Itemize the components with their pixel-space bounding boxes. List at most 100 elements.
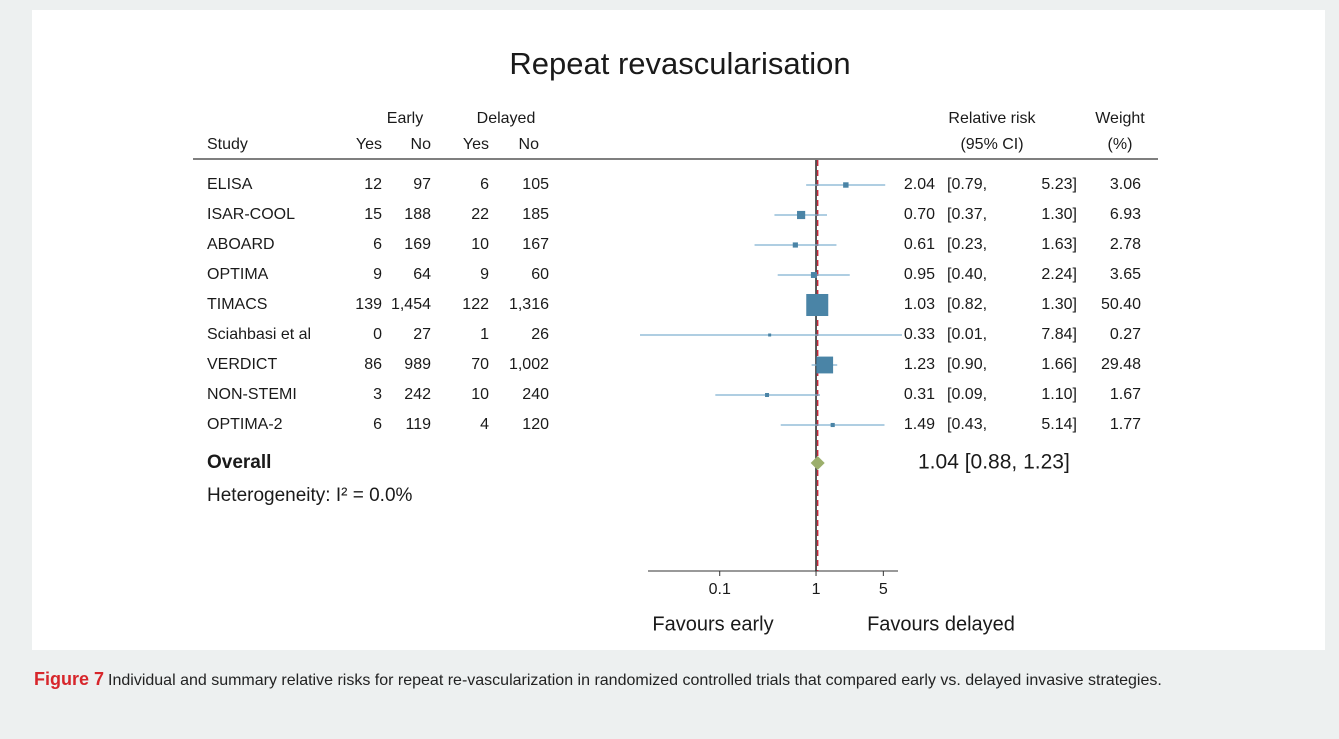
weight-label: 29.48 [1101, 356, 1141, 373]
study-name: NON-STEMI [207, 386, 297, 403]
ci-high-label: 1.66] [1041, 356, 1077, 373]
caption-label: Figure 7 [34, 669, 105, 689]
x-axis-label: Favours early [652, 613, 773, 635]
ci-high-label: 7.84] [1041, 326, 1077, 343]
ci-low-label: [0.09, [947, 386, 987, 403]
rr-label: 2.04 [904, 176, 935, 193]
rr-label: 1.23 [904, 356, 935, 373]
weight-label: 3.06 [1110, 176, 1141, 193]
ci-low-label: [0.79, [947, 176, 987, 193]
effect-marker [816, 356, 834, 374]
effect-marker [810, 272, 817, 278]
ci-low-label: [0.37, [947, 206, 987, 223]
study-name: VERDICT [207, 356, 277, 373]
weight-label: 6.93 [1110, 206, 1141, 223]
overall-diamond [810, 456, 825, 470]
study-name: ISAR-COOL [207, 206, 295, 223]
table-cell: 26 [531, 326, 549, 343]
column-header: No [519, 136, 540, 153]
ci-high-label: 1.30] [1041, 296, 1077, 313]
study-name: ELISA [207, 176, 253, 193]
table-cell: 989 [404, 356, 431, 373]
ci-high-label: 1.10] [1041, 386, 1077, 403]
rr-label: 0.70 [904, 206, 935, 223]
weight-label: 1.77 [1110, 416, 1141, 433]
table-cell: 242 [404, 386, 431, 403]
study-name: OPTIMA-2 [207, 416, 283, 433]
table-cell: 188 [404, 206, 431, 223]
table-cell: 60 [531, 266, 549, 283]
effect-marker [806, 293, 829, 317]
ci-low-label: [0.82, [947, 296, 987, 313]
study-name: Sciahbasi et al [207, 326, 311, 343]
weight-label: 2.78 [1110, 236, 1141, 253]
chart-panel [32, 10, 1325, 650]
study-name: OPTIMA [207, 266, 269, 283]
ci-low-label: [0.40, [947, 266, 987, 283]
column-header: Yes [356, 136, 382, 153]
effect-marker [768, 333, 772, 337]
chart-title: Repeat revascularisation [509, 46, 850, 81]
rr-label: 1.03 [904, 296, 935, 313]
ci-low-label: [0.23, [947, 236, 987, 253]
weight-label: 50.40 [1101, 296, 1141, 313]
column-header: Delayed [477, 110, 536, 127]
heterogeneity: Heterogeneity: I² = 0.0% [207, 485, 413, 506]
table-cell: 27 [413, 326, 431, 343]
table-cell: 70 [471, 356, 489, 373]
column-header: Yes [463, 136, 489, 153]
ci-high-label: 2.24] [1041, 266, 1077, 283]
ci-low-label: [0.43, [947, 416, 987, 433]
table-cell: 9 [373, 266, 382, 283]
table-cell: 4 [480, 416, 489, 433]
table-cell: 167 [522, 236, 549, 253]
effect-marker [797, 210, 806, 220]
table-cell: 1 [480, 326, 489, 343]
weight-label: 3.65 [1110, 266, 1141, 283]
effect-marker [792, 242, 798, 248]
x-tick-label: 0.1 [709, 581, 731, 598]
rr-label: 0.61 [904, 236, 935, 253]
plot-area [640, 182, 902, 428]
table-cell: 1,316 [509, 296, 549, 313]
table-cell: 3 [373, 386, 382, 403]
rr-label: 0.31 [904, 386, 935, 403]
ci-low-label: [0.90, [947, 356, 987, 373]
column-header: (95% CI) [960, 136, 1023, 153]
table-cell: 119 [405, 416, 431, 433]
weight-label: 1.67 [1110, 386, 1141, 403]
table-cell: 6 [480, 176, 489, 193]
study-name: ABOARD [207, 236, 275, 253]
column-header: (%) [1108, 136, 1133, 153]
column-header: Relative risk [948, 110, 1036, 127]
table-cell: 6 [373, 416, 382, 433]
ci-high-label: 1.30] [1041, 206, 1077, 223]
table-cell: 1,454 [391, 296, 431, 313]
table-cell: 10 [471, 386, 489, 403]
effect-marker [830, 422, 835, 428]
x-tick-label: 1 [812, 581, 821, 598]
table-cell: 1,002 [509, 356, 549, 373]
table-cell: 6 [373, 236, 382, 253]
table-cell: 122 [462, 296, 489, 313]
table-cell: 185 [522, 206, 549, 223]
effect-marker [843, 182, 849, 188]
table-cell: 12 [364, 176, 382, 193]
effect-marker [765, 392, 770, 398]
table-cell: 22 [471, 206, 489, 223]
weight-label: 0.27 [1110, 326, 1141, 343]
ci-low-label: [0.01, [947, 326, 987, 343]
table-cell: 105 [522, 176, 549, 193]
table-cell: 139 [355, 296, 382, 313]
study-name: TIMACS [207, 296, 267, 313]
overall-label: Overall [207, 452, 271, 473]
rr-label: 1.49 [904, 416, 935, 433]
table-cell: 15 [364, 206, 382, 223]
figure-caption: Figure 7 Individual and summary relative … [34, 666, 1324, 694]
table-cell: 240 [522, 386, 549, 403]
table-cell: 10 [471, 236, 489, 253]
caption-text: Individual and summary relative risks fo… [108, 672, 1162, 689]
ci-high-label: 1.63] [1041, 236, 1077, 253]
ci-high-label: 5.14] [1041, 416, 1077, 433]
